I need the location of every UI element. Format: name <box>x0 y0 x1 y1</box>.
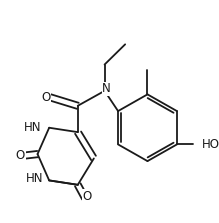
Text: HN: HN <box>24 121 41 134</box>
Text: O: O <box>82 190 92 202</box>
Text: N: N <box>102 83 111 95</box>
Text: O: O <box>16 149 25 162</box>
Text: HN: HN <box>26 172 43 185</box>
Text: HO: HO <box>202 138 219 151</box>
Text: O: O <box>42 91 51 103</box>
